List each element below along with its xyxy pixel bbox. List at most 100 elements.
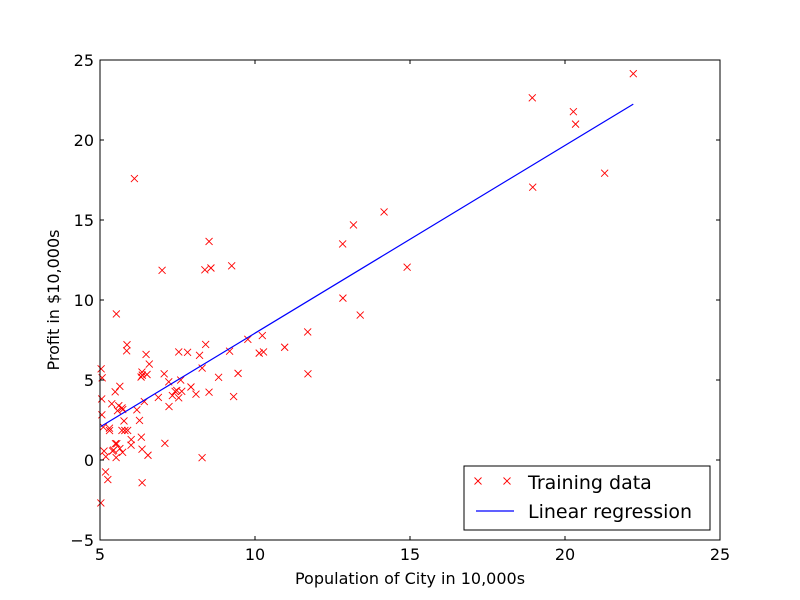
plot-area [97, 69, 638, 507]
legend-cross [474, 477, 482, 485]
data-point [244, 335, 252, 344]
data-point [227, 262, 236, 270]
data-point [528, 183, 537, 191]
data-point [201, 340, 210, 349]
data-point [201, 266, 209, 274]
data-point [600, 169, 609, 177]
data-point [207, 264, 215, 272]
data-point [158, 266, 166, 275]
data-point [629, 69, 638, 78]
data-point [143, 370, 151, 379]
data-point [127, 441, 135, 449]
data-point [229, 392, 238, 401]
data-point [528, 93, 537, 102]
data-point [171, 387, 179, 396]
y-tick-label: 15 [74, 211, 94, 230]
y-tick-label: 5 [84, 371, 94, 390]
data-point [138, 445, 146, 453]
axes: 5 10 15 20 25 −5 0 5 10 15 20 25 [70, 51, 730, 564]
data-point [112, 453, 120, 462]
data-point [114, 401, 123, 410]
data-point [259, 348, 268, 356]
data-point [304, 370, 312, 378]
y-tick-label: 10 [74, 291, 94, 310]
data-point [127, 435, 136, 444]
data-point [97, 499, 105, 507]
x-axis-label: Population of City in 10,000s [295, 569, 525, 588]
x-tick-label: 15 [400, 545, 420, 564]
data-point [280, 343, 289, 352]
legend: Training data Linear regression [463, 465, 711, 531]
data-point [107, 399, 116, 408]
data-point [187, 383, 195, 391]
data-point [303, 328, 312, 336]
data-point [130, 174, 139, 183]
data-point [138, 368, 146, 376]
data-point [118, 426, 126, 435]
y-tick-label: −5 [70, 531, 94, 550]
legend-frame [463, 465, 711, 531]
data-point [177, 387, 186, 396]
data-point [121, 426, 129, 435]
x-tick-label: 20 [555, 545, 575, 564]
data-point [165, 402, 173, 411]
y-tick-label: 0 [84, 451, 94, 470]
data-point [168, 391, 177, 400]
data-point [135, 416, 144, 425]
data-point [183, 348, 192, 357]
data-point [123, 426, 132, 435]
data-point [112, 439, 121, 448]
data-point [133, 405, 141, 414]
data-point [338, 240, 347, 248]
data-point [100, 447, 108, 455]
data-point [122, 347, 131, 355]
data-point [225, 347, 234, 356]
data-point [145, 360, 154, 368]
data-point [104, 475, 112, 484]
data-point [356, 311, 365, 319]
data-point [102, 452, 110, 461]
data-point [205, 388, 213, 396]
regression-line [100, 103, 634, 428]
data-point [120, 417, 128, 425]
data-point [174, 348, 183, 356]
y-tick-label: 25 [74, 51, 94, 70]
data-point [234, 369, 242, 378]
data-point [105, 424, 114, 433]
data-point [569, 107, 578, 116]
data-point [118, 448, 127, 457]
data-point [116, 382, 124, 391]
data-point [174, 394, 183, 402]
data-point [176, 376, 185, 384]
data-point [142, 350, 150, 359]
data-point [339, 294, 347, 302]
data-point [111, 439, 120, 448]
x-tick-label: 25 [710, 545, 730, 564]
data-point [349, 221, 358, 229]
data-point [123, 340, 131, 349]
x-tick-label: 5 [95, 545, 105, 564]
data-point [112, 310, 121, 318]
data-point [138, 478, 146, 487]
data-point [109, 446, 118, 454]
data-point [113, 406, 122, 415]
data-point [118, 404, 126, 412]
legend-cross [503, 477, 511, 485]
data-point [195, 351, 204, 360]
data-point [403, 263, 411, 271]
data-point [255, 349, 264, 357]
data-point [99, 423, 108, 431]
data-point [105, 426, 114, 435]
x-tick-label: 10 [245, 545, 265, 564]
data-point [144, 451, 152, 460]
data-point [97, 364, 105, 373]
data-point [205, 237, 213, 246]
data-point [571, 120, 580, 128]
data-point [192, 390, 200, 398]
legend-label-linear-regression: Linear regression [528, 501, 692, 523]
legend-marker-training-data [474, 477, 511, 485]
data-point [198, 453, 206, 462]
legend-label-training-data: Training data [527, 472, 652, 494]
y-tick-label: 20 [74, 131, 94, 150]
